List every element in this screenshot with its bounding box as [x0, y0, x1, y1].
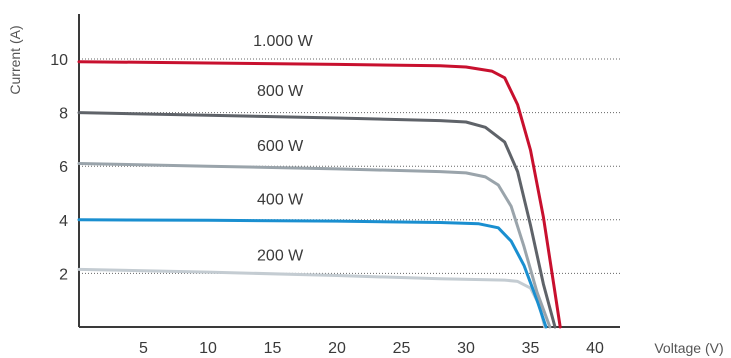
series-label: 400 W — [257, 191, 304, 208]
x-axis-label: Voltage (V) — [654, 340, 723, 356]
x-tick-label: 35 — [522, 340, 540, 357]
series-label: 200 W — [257, 248, 304, 265]
x-tick-label: 30 — [457, 340, 475, 357]
y-tick-label: 6 — [59, 159, 68, 176]
y-axis-label: Current (A) — [7, 25, 23, 94]
axes — [78, 14, 620, 328]
y-tick-label: 8 — [59, 106, 68, 123]
series-line — [77, 218, 548, 329]
series-labels: 1.000 W 800 W 600 W 400 W 200 W — [253, 33, 313, 264]
series-line — [77, 267, 547, 329]
tick-labels: 2 4 6 8 10 5 10 15 20 25 30 35 40 — [50, 52, 604, 357]
series-line — [77, 162, 552, 329]
series-label: 1.000 W — [253, 33, 313, 50]
y-tick-label: 10 — [50, 52, 68, 69]
x-tick-label: 40 — [586, 340, 604, 357]
y-tick-label: 2 — [59, 266, 68, 283]
x-tick-label: 5 — [139, 340, 148, 357]
x-tick-label: 25 — [393, 340, 411, 357]
series-line — [77, 60, 562, 329]
series-label: 800 W — [257, 83, 304, 100]
y-tick-label: 4 — [59, 213, 68, 230]
series-line — [77, 111, 557, 329]
x-tick-label: 15 — [264, 340, 282, 357]
x-tick-label: 10 — [199, 340, 217, 357]
series-label: 600 W — [257, 138, 304, 155]
series-group — [77, 60, 562, 329]
x-tick-label: 20 — [328, 340, 346, 357]
